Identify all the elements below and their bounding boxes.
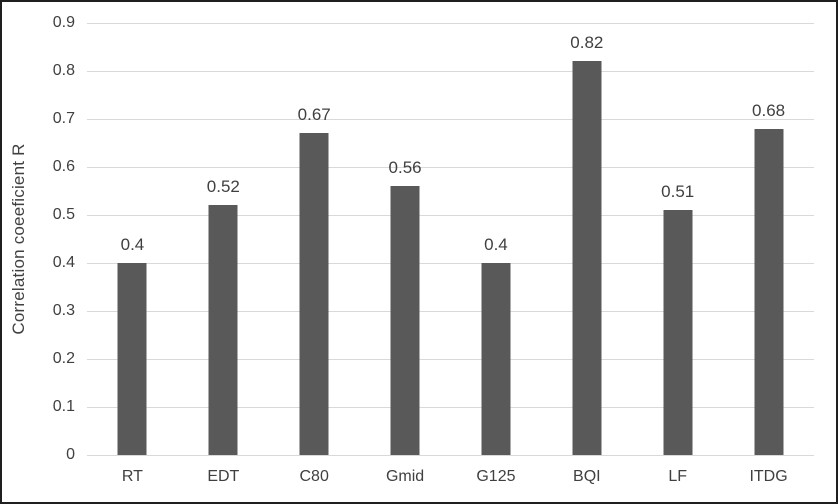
y-tick-label: 0.4 (52, 254, 75, 271)
y-tick-label: 0.6 (52, 158, 75, 175)
bar-slot: 0.51 (632, 23, 723, 455)
y-tick-label: 0.3 (52, 302, 75, 319)
bar-value-label: 0.56 (388, 158, 422, 178)
bar-value-label: 0.4 (120, 235, 145, 254)
gridline (87, 359, 814, 360)
bar-value-label: 0.51 (661, 182, 695, 202)
plot-area: 0.4 0.52 0.67 0.56 0.4 0.82 0.51 0.68 (87, 23, 814, 456)
bar-RT (117, 263, 147, 455)
x-tick-label-EDT: EDT (207, 468, 240, 485)
bar-BQI (572, 61, 602, 455)
gridline (87, 119, 814, 120)
x-axis-line (87, 455, 814, 456)
y-tick-label: 0.7 (52, 110, 75, 127)
y-tick-label: 0 (66, 446, 75, 463)
y-tick-label: 0.1 (52, 398, 75, 415)
bar-value-label: 0.68 (752, 100, 786, 120)
bar-slot: 0.4 (87, 23, 178, 455)
bar-value-label: 0.52 (206, 177, 240, 197)
y-tick-label: 0.8 (52, 62, 75, 79)
gridline (87, 167, 814, 168)
x-tick-label-G125: G125 (476, 468, 516, 485)
gridline (87, 263, 814, 264)
y-tick-label: 0.9 (52, 14, 75, 31)
gridline (87, 407, 814, 408)
bar-EDT (208, 205, 238, 455)
gridline (87, 215, 814, 216)
y-tick-label: 0.5 (52, 206, 75, 223)
x-tick-label-ITDG: ITDG (749, 468, 788, 485)
x-tick-label-C80: C80 (299, 468, 329, 485)
bar-slot: 0.82 (541, 23, 632, 455)
bar-ITDG (754, 128, 784, 455)
x-tick-label-RT: RT (121, 468, 143, 485)
x-tick-label-BQI: BQI (573, 468, 601, 485)
x-tick-label-Gmid: Gmid (385, 468, 425, 485)
y-tick-label: 0.2 (52, 350, 75, 367)
bar-C80 (299, 133, 329, 455)
bar-slot: 0.68 (723, 23, 814, 455)
bar-slot: 0.4 (451, 23, 542, 455)
bar-slot: 0.67 (269, 23, 360, 455)
x-tick-label-LF: LF (668, 468, 688, 485)
bar-slot: 0.52 (178, 23, 269, 455)
bar-slot: 0.56 (360, 23, 451, 455)
bar-Gmid (390, 186, 420, 455)
gridline (87, 23, 814, 24)
bar-value-label: 0.4 (484, 235, 508, 254)
gridline (87, 71, 814, 72)
bar-LF (663, 210, 693, 455)
bar-G125 (481, 263, 511, 455)
gridline (87, 311, 814, 312)
bar-value-label: 0.82 (570, 33, 604, 53)
bar-value-label: 0.67 (297, 105, 331, 125)
